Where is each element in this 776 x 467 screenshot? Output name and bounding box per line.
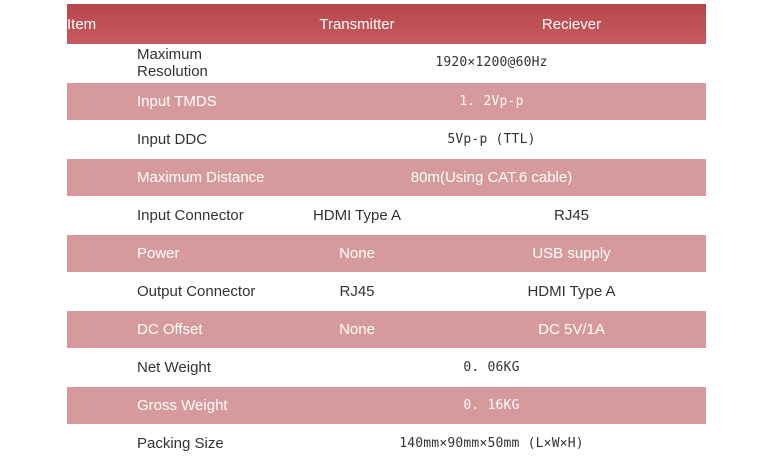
row-label: Input Connector — [137, 206, 244, 224]
row-receiver-value: HDMI Type A — [527, 282, 616, 300]
row-label: Net Weight — [137, 358, 211, 376]
table-row: DC Offset None DC 5V/1A — [67, 310, 706, 348]
row-value: 0. 06KG — [463, 359, 520, 375]
header-receiver: Reciever — [541, 15, 602, 33]
spec-table: Item Transmitter Reciever Maximum Resolu… — [67, 4, 706, 462]
row-value: 0. 16KG — [463, 397, 520, 413]
table-row: Packing Size 140mm×90mm×50mm (L×W×H) — [67, 424, 706, 462]
table-row: Power None USB supply — [67, 234, 706, 272]
table-row: Net Weight 0. 06KG — [67, 348, 706, 386]
row-label: Input TMDS — [137, 92, 217, 110]
table-row: Input Connector HDMI Type A RJ45 — [67, 196, 706, 234]
row-value: 80m(Using CAT.6 cable) — [410, 168, 573, 186]
table-row: Input TMDS 1. 2Vp-p — [67, 82, 706, 120]
row-label: Output Connector — [137, 282, 256, 300]
table-row: Input DDC 5Vp-p (TTL) — [67, 120, 706, 158]
table-header-row: Item Transmitter Reciever — [67, 4, 706, 44]
row-value: 1. 2Vp-p — [459, 93, 524, 109]
table-row: Maximum Distance 80m(Using CAT.6 cable) — [67, 158, 706, 196]
row-transmitter-value: None — [339, 244, 375, 262]
header-item: Item — [67, 15, 97, 33]
row-transmitter-value: None — [339, 320, 375, 338]
row-receiver-value: RJ45 — [553, 206, 590, 224]
row-label: DC Offset — [137, 320, 203, 338]
row-transmitter-value: RJ45 — [339, 282, 375, 300]
row-label: Input DDC — [137, 130, 208, 148]
table-row: Maximum Resolution 1920×1200@60Hz — [67, 44, 706, 82]
header-transmitter: Transmitter — [319, 15, 395, 33]
row-value: 140mm×90mm×50mm (L×W×H) — [399, 435, 584, 451]
table-row: Gross Weight 0. 16KG — [67, 386, 706, 424]
row-label: Maximum Resolution — [137, 45, 208, 80]
row-receiver-value: DC 5V/1A — [538, 320, 605, 338]
row-value: 5Vp-p (TTL) — [447, 131, 536, 147]
row-value: 1920×1200@60Hz — [435, 55, 548, 71]
row-label: Packing Size — [137, 434, 224, 452]
row-label: Gross Weight — [137, 396, 228, 414]
row-label: Power — [137, 244, 180, 262]
row-transmitter-value: HDMI Type A — [312, 206, 402, 224]
table-row: Output Connector RJ45 HDMI Type A — [67, 272, 706, 310]
row-label: Maximum Distance — [137, 168, 265, 186]
row-receiver-value: USB supply — [532, 244, 611, 262]
